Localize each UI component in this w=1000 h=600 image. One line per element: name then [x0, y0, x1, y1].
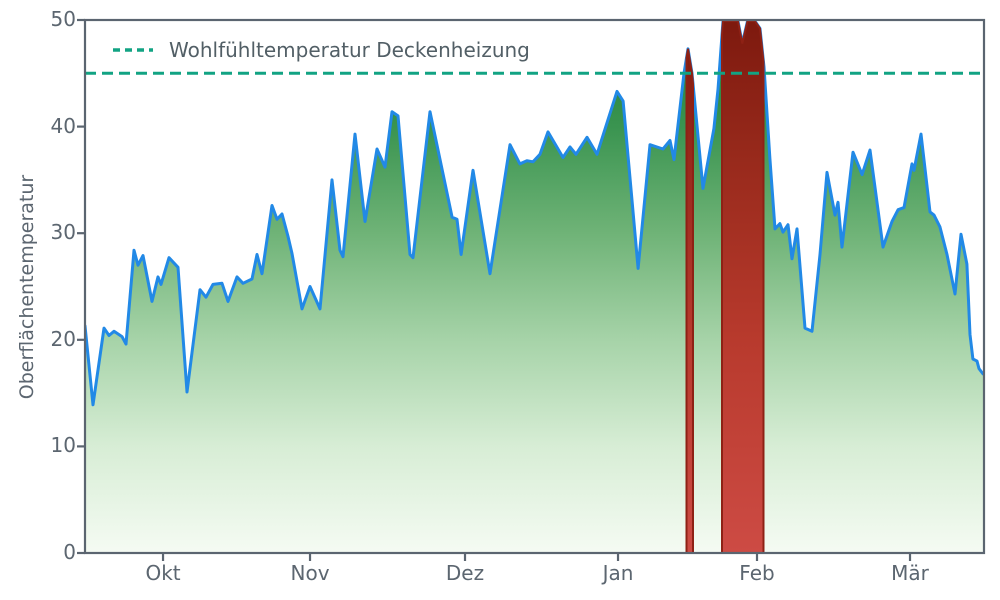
- legend: Wohlfühltemperatur Deckenheizung: [112, 37, 530, 63]
- exceedance-band: [721, 20, 765, 553]
- y-tick-label: 40: [50, 113, 76, 138]
- temperature-line: [85, 20, 984, 407]
- y-axis-title: Oberflächentemperatur: [16, 174, 38, 400]
- temperature-area-fill: [85, 21, 983, 553]
- x-tick-label: Jan: [602, 561, 634, 585]
- y-tick-label: 30: [50, 220, 76, 245]
- x-tick-label: Dez: [445, 561, 485, 585]
- exceedance-band: [685, 48, 694, 553]
- x-tick-label: Mär: [891, 561, 929, 585]
- plot-border: [83, 18, 986, 555]
- y-tick-label: 20: [50, 326, 76, 351]
- legend-label: Wohlfühltemperatur Deckenheizung: [169, 38, 530, 62]
- x-tick-label: Feb: [739, 561, 775, 585]
- y-tick-label: 50: [50, 7, 76, 31]
- x-tick-label: Okt: [145, 561, 181, 585]
- y-tick-label: 10: [50, 433, 76, 458]
- legend-dash-swatch: [113, 48, 153, 52]
- x-tick-label: Nov: [290, 561, 330, 585]
- y-tick-label: 0: [63, 540, 76, 564]
